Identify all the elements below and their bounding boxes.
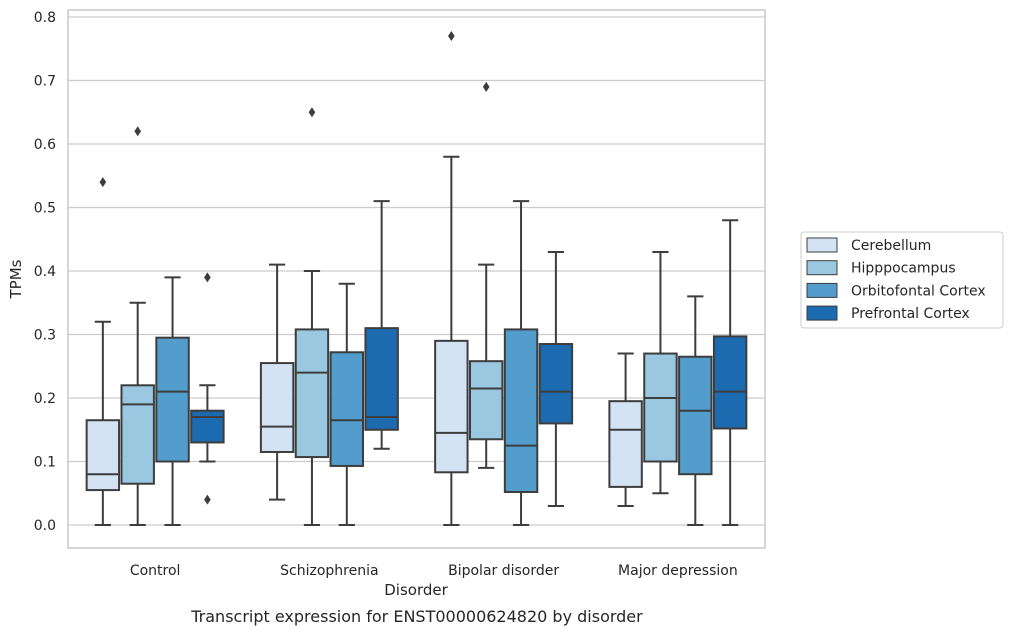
box bbox=[434, 31, 469, 526]
box bbox=[503, 200, 539, 526]
y-tick-label: 0.8 bbox=[34, 10, 56, 26]
box bbox=[85, 177, 121, 526]
plot-frame bbox=[67, 9, 766, 549]
legend-entry: Orbitofontal Cortex bbox=[806, 282, 986, 299]
chart-caption: Transcript expression for ENST0000062482… bbox=[190, 607, 643, 626]
legend-entry: Hipppocampus bbox=[806, 260, 956, 277]
box bbox=[120, 126, 155, 526]
box bbox=[329, 282, 365, 526]
outlier-point bbox=[482, 81, 490, 92]
outlier-point bbox=[204, 272, 211, 283]
y-tick-label: 0.4 bbox=[34, 264, 56, 280]
outlier-point bbox=[308, 107, 316, 118]
box bbox=[678, 295, 713, 526]
box bbox=[259, 263, 295, 501]
legend-swatch bbox=[806, 237, 838, 253]
x-tick-labels: Control Schizophrenia Bipolar disorder Majo… bbox=[130, 563, 738, 579]
box bbox=[190, 272, 225, 505]
outlier-point bbox=[204, 494, 211, 505]
y-tick-label: 0.2 bbox=[34, 391, 56, 407]
boxes bbox=[85, 31, 748, 526]
box bbox=[294, 107, 330, 526]
box-body bbox=[503, 328, 539, 493]
box bbox=[712, 219, 748, 526]
legend: Cerebellum Hipppocampus Orbitofontal Corte… bbox=[800, 231, 1004, 329]
outlier-point bbox=[448, 31, 455, 42]
y-tick-label: 0.1 bbox=[34, 455, 56, 471]
y-tick-label: 0.5 bbox=[34, 201, 56, 217]
box bbox=[364, 200, 399, 450]
box-body bbox=[678, 355, 713, 476]
box-body bbox=[120, 384, 155, 485]
x-tick-label: Major depression bbox=[618, 563, 738, 579]
legend-swatch bbox=[806, 282, 838, 298]
x-tick-label: Schizophrenia bbox=[280, 563, 378, 579]
legend-label: Prefrontal Cortex bbox=[851, 306, 970, 322]
box bbox=[155, 276, 190, 526]
box-body bbox=[468, 360, 504, 441]
box bbox=[538, 250, 574, 507]
legend-label: Cerebellum bbox=[851, 238, 931, 254]
box-body bbox=[608, 400, 643, 488]
legend-label: Hipppocampus bbox=[851, 261, 956, 277]
legend-swatch bbox=[806, 305, 838, 321]
box bbox=[608, 352, 643, 507]
outlier-point bbox=[99, 177, 107, 188]
legend-frame bbox=[800, 231, 1004, 329]
legend-entries: Cerebellum Hipppocampus Orbitofontal Corte… bbox=[806, 237, 986, 322]
x-tick-label: Bipolar disorder bbox=[448, 563, 559, 579]
legend-entry: Prefrontal Cortex bbox=[806, 305, 970, 322]
x-axis-title: Disorder bbox=[384, 581, 448, 599]
y-tick-label: 0.7 bbox=[34, 74, 56, 90]
y-tick-label: 0.0 bbox=[34, 518, 56, 534]
y-axis-title: TPMs bbox=[7, 259, 25, 299]
y-tick-labels: 0.0 0.1 0.2 0.3 0.4 0.5 0.6 0.7 0.8 bbox=[34, 10, 56, 534]
box-body bbox=[364, 327, 399, 431]
box-body bbox=[434, 339, 469, 474]
legend-swatch bbox=[806, 260, 838, 276]
box-body bbox=[712, 335, 748, 430]
box-body bbox=[329, 351, 365, 467]
box-body bbox=[155, 336, 190, 463]
box-body bbox=[294, 328, 330, 459]
box bbox=[468, 81, 504, 469]
box bbox=[643, 250, 678, 495]
box-body bbox=[538, 343, 574, 425]
x-tick-label: Control bbox=[130, 563, 181, 579]
legend-entry: Cerebellum bbox=[806, 237, 931, 254]
box-body bbox=[259, 362, 295, 453]
box-body bbox=[85, 419, 121, 492]
y-tick-label: 0.6 bbox=[34, 137, 56, 153]
y-tick-label: 0.3 bbox=[34, 328, 56, 344]
outlier-point bbox=[134, 126, 141, 137]
box-body bbox=[190, 409, 225, 444]
legend-label: Orbitofontal Cortex bbox=[851, 283, 986, 299]
box-body bbox=[643, 352, 678, 463]
